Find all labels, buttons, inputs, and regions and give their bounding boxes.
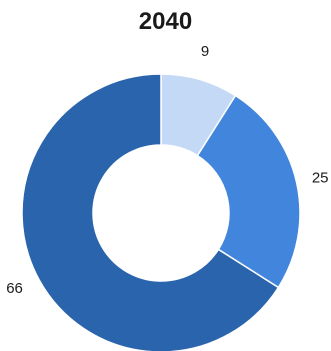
chart-title: 2040: [138, 8, 193, 35]
slice-label-9: 9: [201, 43, 209, 60]
donut-slices: [21, 73, 301, 351]
slice-labels: 9 25 66: [6, 43, 328, 297]
slice-label-66: 66: [6, 280, 23, 297]
donut-slice-25: [196, 94, 301, 289]
slice-label-25: 25: [312, 170, 329, 187]
donut-slice-66: [21, 73, 280, 351]
